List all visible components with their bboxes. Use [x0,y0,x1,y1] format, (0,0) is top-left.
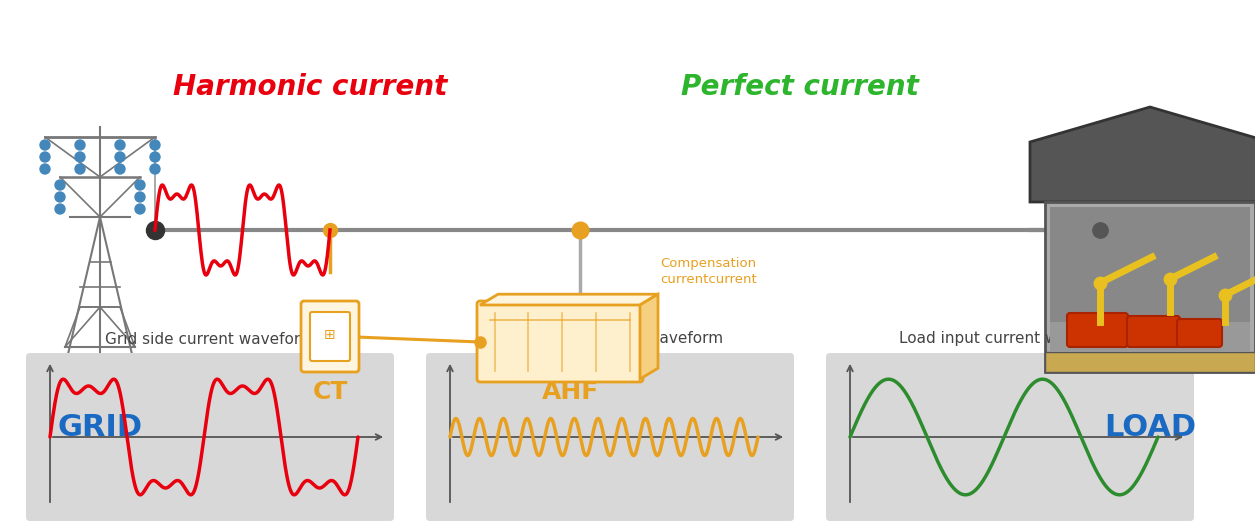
FancyBboxPatch shape [1177,319,1222,347]
FancyBboxPatch shape [1067,313,1128,347]
Circle shape [55,204,65,214]
Circle shape [115,152,126,162]
Text: Grid side current waveform: Grid side current waveform [105,331,315,346]
Circle shape [151,152,159,162]
FancyBboxPatch shape [1127,316,1180,347]
Circle shape [136,180,146,190]
FancyBboxPatch shape [310,312,350,361]
Polygon shape [1030,107,1255,202]
Circle shape [151,164,159,174]
Text: AHF output current waveform: AHF output current waveform [497,331,724,346]
Bar [1050,207,1250,352]
Circle shape [75,152,85,162]
FancyBboxPatch shape [301,301,359,372]
Text: ⊞: ⊞ [324,328,336,342]
Text: Harmonic current: Harmonic current [173,73,447,101]
Text: LOAD: LOAD [1104,413,1196,442]
Text: CT: CT [312,380,348,404]
Circle shape [40,164,50,174]
Circle shape [136,204,146,214]
Bar [1050,322,1250,352]
Text: Compensation
currentcurrent: Compensation currentcurrent [660,257,757,286]
Text: AHF: AHF [541,380,599,404]
Circle shape [151,140,159,150]
Circle shape [55,180,65,190]
Circle shape [115,140,126,150]
Bar [1045,352,1255,372]
Bar [1045,202,1255,372]
Circle shape [115,164,126,174]
Polygon shape [479,294,658,305]
FancyBboxPatch shape [425,353,794,521]
Text: Load input current waveform: Load input current waveform [899,331,1121,346]
Polygon shape [640,294,658,379]
Text: GRID: GRID [58,413,143,442]
FancyBboxPatch shape [26,353,394,521]
Text: Perfect current: Perfect current [681,73,919,101]
Circle shape [75,164,85,174]
Circle shape [40,152,50,162]
Circle shape [40,140,50,150]
Circle shape [75,140,85,150]
Circle shape [55,192,65,202]
Circle shape [136,192,146,202]
FancyBboxPatch shape [826,353,1194,521]
FancyBboxPatch shape [477,301,643,382]
